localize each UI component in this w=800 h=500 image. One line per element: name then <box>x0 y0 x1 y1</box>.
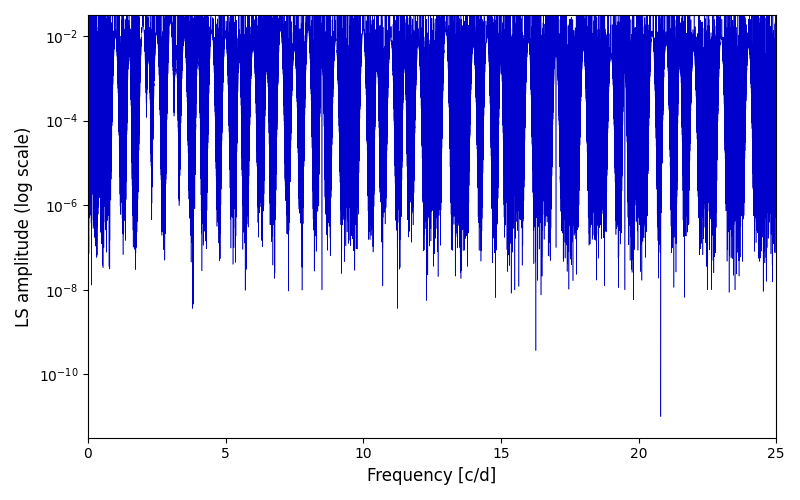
X-axis label: Frequency [c/d]: Frequency [c/d] <box>367 467 497 485</box>
Y-axis label: LS amplitude (log scale): LS amplitude (log scale) <box>15 126 33 326</box>
